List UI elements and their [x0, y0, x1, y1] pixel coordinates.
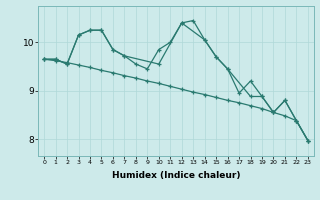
X-axis label: Humidex (Indice chaleur): Humidex (Indice chaleur) [112, 171, 240, 180]
